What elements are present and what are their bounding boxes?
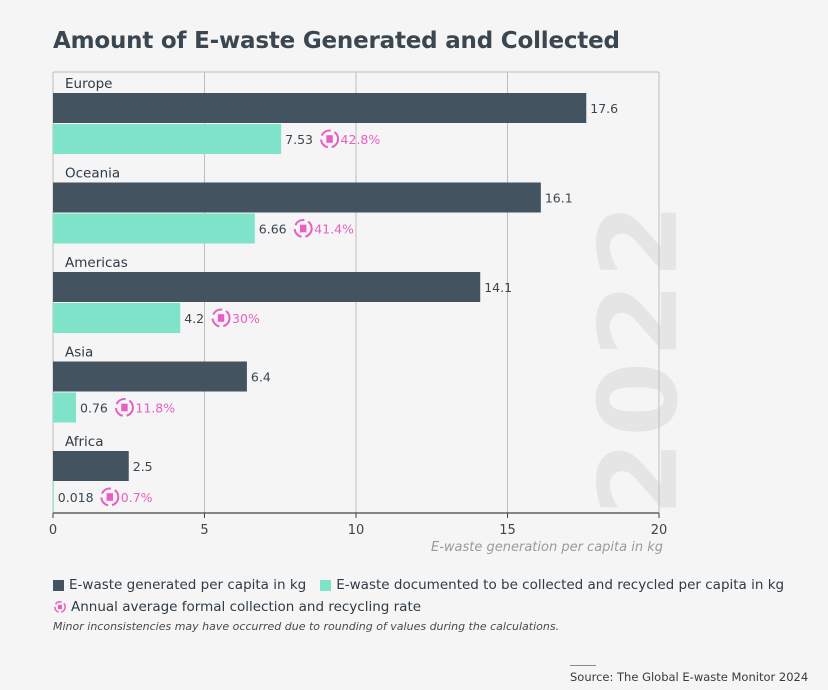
data-label-generated: 16.1: [545, 191, 573, 206]
data-label-collected: 4.2: [184, 311, 204, 326]
bar-generated: [53, 182, 541, 213]
x-tick-label: 5: [200, 523, 208, 538]
chart-title: Amount of E-waste Generated and Collecte…: [53, 28, 620, 54]
recycle-rate-icon-core: [326, 135, 333, 143]
x-axis-label: E-waste generation per capita in kg: [431, 540, 663, 555]
category-label: Americas: [65, 255, 128, 271]
recycle-rate-icon: [54, 601, 66, 613]
x-tick-label: 15: [499, 523, 516, 538]
data-label-rate: 11.8%: [135, 401, 175, 416]
rounding-note: Minor inconsistencies may have occurred …: [53, 620, 560, 633]
legend-swatch-generated: [53, 579, 64, 591]
bar-generated: [53, 451, 129, 481]
recycle-rate-icon-core: [217, 314, 225, 322]
bar-chart: 0 5 10 15 20 E-waste generation per capita in…: [49, 71, 668, 555]
bar-generated: [53, 361, 247, 392]
legend-label-generated: E-waste generated per capita in kg: [69, 577, 307, 593]
data-label-generated: 14.1: [484, 280, 512, 295]
data-label-generated: 2.5: [133, 459, 153, 474]
recycle-rate-icon: [320, 129, 340, 149]
data-label-generated: 17.6: [590, 101, 618, 116]
recycle-rate-icon-core: [299, 224, 307, 233]
data-label-collected: 0.018: [58, 490, 94, 505]
bar-generated: [53, 93, 587, 123]
category-label: Oceania: [65, 166, 120, 182]
category-label: Europe: [65, 76, 112, 92]
recycle-rate-icon: [114, 398, 134, 417]
bar-collected: [53, 392, 77, 423]
legend-label-collected: E-waste documented to be collected and r…: [336, 577, 785, 593]
source-divider: [570, 665, 596, 666]
bar-collected: [53, 303, 181, 333]
data-label-collected: 0.76: [80, 401, 108, 416]
bar-collected: [53, 213, 255, 244]
data-label-rate: 41.4%: [314, 222, 354, 237]
legend-label-rate: Annual average formal collection and rec…: [71, 599, 422, 615]
data-label-generated: 6.4: [251, 370, 271, 385]
x-tick-label: 10: [348, 523, 365, 538]
bar-collected: [53, 124, 282, 154]
recycle-rate-icon: [211, 308, 231, 328]
legend: E-waste generated per capita in kg E-was…: [53, 574, 784, 618]
category-label: Africa: [65, 434, 104, 450]
bar-collected: [53, 482, 54, 512]
data-label-collected: 7.53: [285, 132, 313, 147]
recycle-rate-icon-core: [121, 403, 128, 412]
x-tick-label: 20: [651, 523, 668, 538]
source-text: Source: The Global E-waste Monitor 2024: [570, 670, 809, 684]
data-label-rate: 42.8%: [341, 132, 381, 147]
data-label-collected: 6.66: [259, 222, 287, 237]
recycle-rate-icon: [100, 487, 120, 507]
data-label-rate: 30%: [232, 311, 260, 326]
recycle-rate-icon-core: [106, 493, 113, 501]
category-label: Asia: [65, 345, 93, 361]
data-label-rate: 0.7%: [121, 490, 153, 505]
recycle-rate-icon: [293, 219, 313, 238]
legend-swatch-collected: [320, 579, 332, 591]
x-tick-label: 0: [49, 523, 57, 538]
bar-generated: [53, 272, 481, 302]
